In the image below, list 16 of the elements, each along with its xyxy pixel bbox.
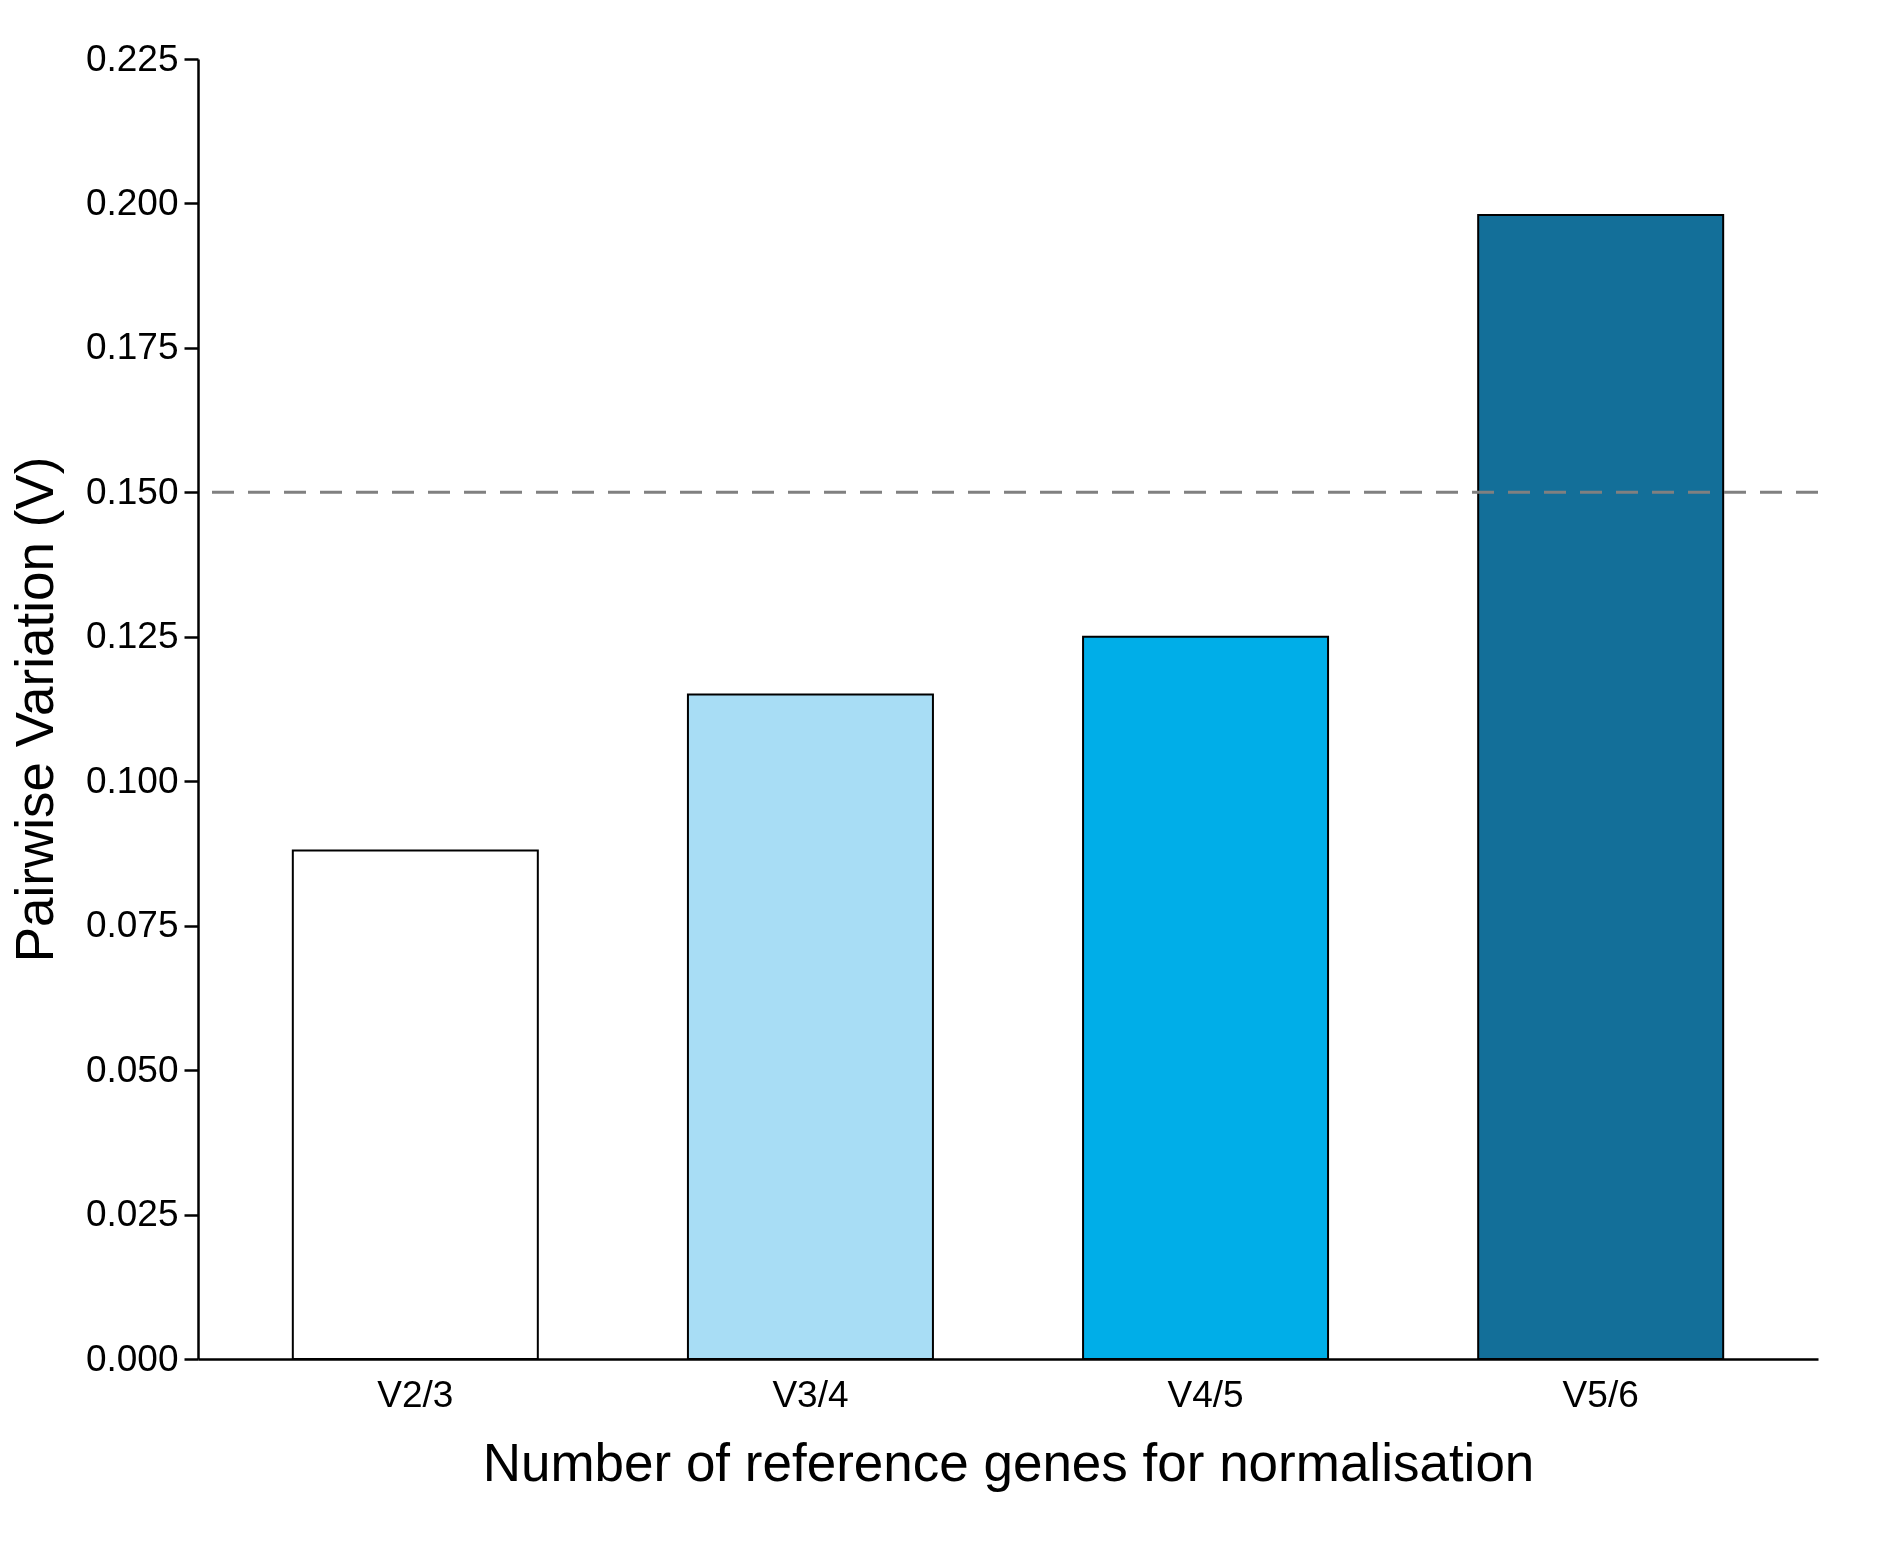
y-tick-label: 0.225	[85, 37, 179, 79]
x-tick-label: V5/6	[1562, 1373, 1639, 1415]
x-tick-label: V3/4	[772, 1373, 849, 1415]
y-tick-label: 0.000	[85, 1337, 179, 1379]
x-tick-label: V2/3	[377, 1373, 454, 1415]
y-tick-label: 0.100	[85, 759, 179, 801]
y-axis-title: Pairwise Variation (V)	[4, 456, 64, 963]
y-tick-label: 0.175	[85, 326, 179, 368]
y-tick-label: 0.150	[85, 470, 179, 512]
y-tick-label: 0.075	[85, 904, 179, 946]
x-axis-title: Number of reference genes for normalisation	[482, 1432, 1535, 1492]
y-tick-label: 0.025	[85, 1193, 179, 1235]
y-tick-label: 0.050	[85, 1048, 179, 1090]
x-tick-label: V4/5	[1167, 1373, 1244, 1415]
y-tick-label: 0.200	[85, 181, 179, 223]
y-tick-label: 0.125	[85, 615, 179, 657]
